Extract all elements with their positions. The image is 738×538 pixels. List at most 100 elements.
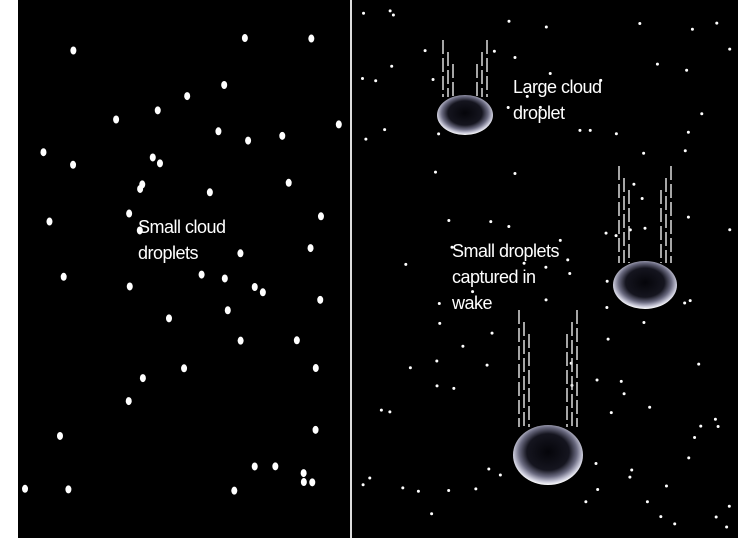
small-droplet — [416, 489, 420, 493]
small-droplet — [630, 468, 634, 472]
small-droplet — [640, 196, 644, 200]
small-droplet — [401, 486, 405, 490]
small-droplet — [628, 475, 632, 479]
small-droplet — [139, 374, 146, 383]
small-droplet — [126, 282, 133, 291]
small-droplet — [632, 182, 636, 186]
small-droplet — [361, 483, 365, 487]
small-droplet — [317, 212, 324, 221]
small-droplet — [237, 249, 244, 258]
small-droplet — [606, 337, 610, 341]
background — [18, 0, 738, 538]
small-droplet — [638, 22, 642, 26]
small-droplet — [368, 476, 372, 480]
small-droplet — [664, 484, 668, 488]
small-droplet — [558, 238, 562, 242]
small-droplet — [605, 306, 609, 310]
small-droplet — [673, 522, 677, 526]
small-droplet — [435, 384, 439, 388]
small-droplet — [383, 128, 387, 132]
small-droplet — [165, 314, 172, 323]
small-droplet — [221, 274, 228, 283]
large-drops — [437, 40, 677, 485]
small-droplet — [578, 128, 582, 132]
small-droplet — [312, 364, 319, 373]
small-droplet — [538, 105, 542, 109]
small-droplet — [498, 473, 502, 477]
large-droplet — [613, 261, 677, 309]
small-droplet — [715, 21, 719, 25]
small-droplet — [599, 78, 603, 82]
small-droplet — [125, 397, 132, 406]
small-droplet — [136, 226, 143, 235]
small-droplet — [487, 467, 491, 471]
small-droplet — [149, 153, 156, 162]
small-droplet — [435, 359, 439, 363]
small-droplet — [215, 127, 222, 136]
small-droplet — [685, 68, 689, 72]
small-droplet — [65, 485, 72, 494]
small-droplet — [307, 244, 314, 253]
small-droplet — [490, 331, 494, 335]
small-droplet — [431, 77, 435, 81]
small-droplet — [137, 184, 144, 193]
small-droplet — [544, 265, 548, 269]
small-droplet — [474, 487, 478, 491]
small-droplet — [388, 410, 392, 414]
small-droplet — [700, 112, 704, 116]
small-droplet — [507, 225, 511, 229]
small-droplet — [525, 94, 529, 98]
small-droplet — [279, 131, 286, 140]
small-droplet — [391, 13, 395, 17]
small-droplet — [241, 34, 248, 43]
small-droplet — [300, 478, 307, 487]
small-droplet — [716, 424, 720, 428]
small-droplet — [317, 295, 324, 304]
small-droplet — [643, 226, 647, 230]
small-droplet — [544, 25, 548, 29]
small-droplet — [308, 34, 315, 43]
small-droplet — [360, 77, 364, 81]
label: captured in — [452, 267, 536, 287]
small-droplet — [513, 172, 517, 176]
small-droplet — [461, 344, 465, 348]
label: wake — [451, 293, 493, 313]
small-droplet — [619, 379, 623, 383]
small-droplet — [251, 283, 258, 292]
small-droplet — [70, 46, 77, 55]
small-droplet — [181, 364, 188, 373]
small-droplet — [206, 188, 213, 197]
small-droplet — [622, 392, 626, 396]
small-droplet — [408, 366, 412, 370]
small-droplet — [568, 272, 572, 276]
small-droplet — [293, 336, 300, 345]
small-droplet — [154, 106, 161, 115]
small-droplet — [285, 178, 292, 187]
small-droplet — [522, 261, 526, 265]
small-droplet — [198, 270, 205, 279]
small-droplet — [156, 159, 163, 168]
large-droplet — [437, 95, 493, 135]
small-droplet — [70, 160, 77, 169]
small-droplet — [727, 504, 731, 508]
small-droplet — [40, 148, 47, 157]
small-droplet — [513, 55, 517, 59]
small-droplet — [697, 362, 701, 366]
small-droplet — [312, 425, 319, 434]
small-droplet — [433, 170, 437, 174]
small-droplet — [725, 525, 729, 529]
small-droplet — [471, 290, 475, 294]
small-droplet — [184, 92, 191, 101]
small-droplet — [690, 27, 694, 31]
small-droplet — [548, 72, 552, 76]
small-droplet — [56, 431, 63, 440]
small-droplet — [437, 132, 441, 136]
small-droplet — [584, 500, 588, 504]
small-droplet — [604, 231, 608, 235]
label: Small droplets — [452, 241, 560, 261]
small-droplet — [251, 462, 258, 471]
small-droplet — [596, 488, 600, 492]
small-droplet — [507, 19, 511, 23]
small-droplet — [447, 489, 451, 493]
